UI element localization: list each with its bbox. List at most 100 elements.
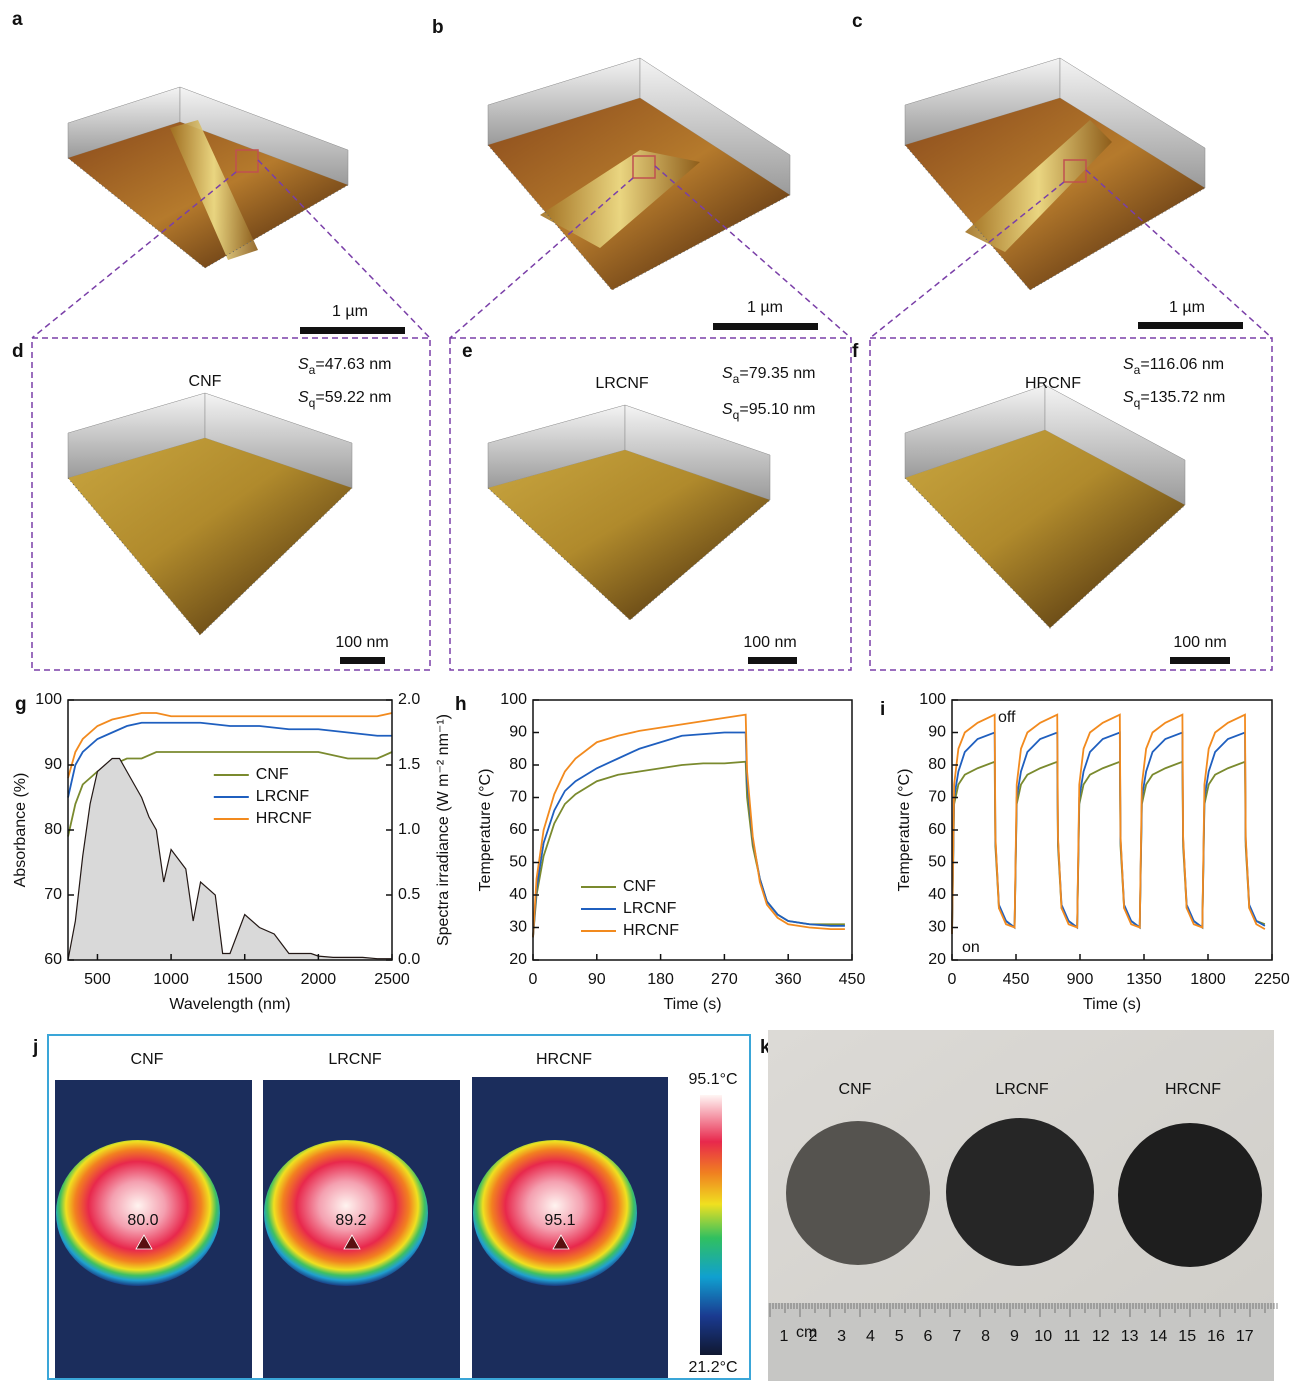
y-tick-label: 100	[500, 691, 527, 708]
plot-frame	[533, 700, 852, 960]
scale-bar	[1138, 322, 1243, 329]
x-tick-label: 450	[1003, 971, 1030, 988]
area	[68, 759, 392, 961]
ruler-number: 12	[1092, 1328, 1110, 1345]
line	[533, 762, 845, 938]
sample-disc	[1118, 1123, 1262, 1267]
panel-letter: e	[462, 341, 473, 362]
legend-label: LRCNF	[623, 900, 677, 917]
scale-label: 1 µm	[747, 299, 783, 316]
roughness-symbol: S	[298, 389, 309, 406]
ruler-number: 4	[866, 1328, 875, 1345]
roughness-subscript: q	[1134, 396, 1141, 410]
x-tick-label: 1350	[1126, 971, 1162, 988]
roughness: Sa=79.35 nm	[722, 365, 815, 386]
y-axis-label: Absorbance (%)	[12, 773, 29, 888]
scale-bar	[300, 327, 405, 334]
roughness-value: =79.35 nm	[739, 365, 815, 382]
legend-label: CNF	[623, 878, 656, 895]
y-tick-label: 80	[928, 756, 946, 773]
scale-bar	[748, 657, 797, 664]
panel-letter: b	[432, 17, 444, 38]
y2-tick-label: 1.0	[398, 821, 420, 838]
photo-label: CNF	[839, 1081, 872, 1098]
roughness-symbol: S	[298, 356, 309, 373]
scale-label: 1 µm	[1169, 299, 1205, 316]
y-tick-label: 60	[928, 821, 946, 838]
y-tick-label: 80	[44, 821, 62, 838]
ruler-number: 6	[924, 1328, 933, 1345]
ruler-number: 11	[1064, 1328, 1081, 1345]
sample-disc	[946, 1118, 1094, 1266]
x-tick-label: 0	[529, 971, 538, 988]
roughness-value: =59.22 nm	[315, 389, 391, 406]
ruler-number: 1	[780, 1328, 789, 1345]
x-tick-label: 1000	[153, 971, 189, 988]
y2-tick-label: 2.0	[398, 691, 420, 708]
roughness-value: =116.06 nm	[1140, 356, 1224, 373]
y-tick-label: 100	[35, 691, 62, 708]
y-tick-label: 90	[928, 724, 946, 741]
thermal-temp: 80.0	[127, 1212, 158, 1229]
figure: abcdefghijk1 µm1 µm1 µm100 nm100 nm100 n…	[0, 0, 1299, 1381]
ruler-number: 5	[895, 1328, 904, 1345]
y-tick-label: 40	[928, 886, 946, 903]
panel-letter: h	[455, 694, 467, 715]
x-tick-label: 90	[588, 971, 606, 988]
line	[533, 733, 845, 938]
ruler-number: 15	[1178, 1328, 1196, 1345]
roughness-value: =47.63 nm	[315, 356, 391, 373]
legend-label: HRCNF	[623, 922, 679, 939]
x-tick-label: 180	[647, 971, 674, 988]
legend-label: HRCNF	[256, 810, 312, 827]
y-tick-label: 90	[509, 724, 527, 741]
annotation: off	[998, 709, 1016, 726]
scale-label: 100 nm	[1173, 634, 1226, 651]
x-tick-label: 500	[84, 971, 111, 988]
panel-letter: d	[12, 341, 24, 362]
y2-tick-label: 0.0	[398, 951, 420, 968]
x-tick-label: 2000	[301, 971, 337, 988]
panel-letter: c	[852, 11, 863, 32]
scale-bar	[1170, 657, 1230, 664]
panel-letter: i	[880, 699, 885, 720]
scale-label: 1 µm	[332, 303, 368, 320]
photo-label: HRCNF	[1165, 1081, 1221, 1098]
y-axis-label: Temperature (°C)	[477, 769, 494, 892]
y-axis-label: Temperature (°C)	[896, 769, 913, 892]
line	[952, 715, 1265, 934]
y-tick-label: 30	[928, 919, 946, 936]
sample-name: LRCNF	[595, 375, 649, 392]
panel-letter: g	[15, 694, 27, 715]
y-tick-label: 20	[928, 951, 946, 968]
y-tick-label: 60	[509, 821, 527, 838]
roughness-symbol: S	[722, 401, 733, 418]
legend-label: CNF	[256, 766, 289, 783]
thermal-label: CNF	[131, 1051, 164, 1068]
color-bar-max: 95.1°C	[688, 1071, 737, 1088]
ruler-number: 17	[1236, 1328, 1254, 1345]
scale-label: 100 nm	[743, 634, 796, 651]
annotation: on	[962, 939, 980, 956]
ruler-number: 3	[837, 1328, 846, 1345]
roughness-subscript: q	[733, 408, 740, 422]
scale-bar	[340, 657, 385, 664]
y2-tick-label: 0.5	[398, 886, 420, 903]
x-tick-label: 360	[775, 971, 802, 988]
ruler-number: 8	[981, 1328, 990, 1345]
thermal-label: HRCNF	[536, 1051, 592, 1068]
thermal-temp: 89.2	[335, 1212, 366, 1229]
roughness-value: =135.72 nm	[1140, 389, 1225, 406]
y-tick-label: 20	[509, 951, 527, 968]
thermal-temp: 95.1	[544, 1212, 575, 1229]
roughness-value: =95.10 nm	[739, 401, 815, 418]
y-tick-label: 80	[509, 756, 527, 773]
y-tick-label: 30	[509, 919, 527, 936]
x-axis-label: Time (s)	[1083, 996, 1141, 1013]
y-tick-label: 40	[509, 886, 527, 903]
roughness-symbol: S	[1123, 389, 1134, 406]
x-tick-label: 2500	[374, 971, 410, 988]
y-tick-label: 100	[919, 691, 946, 708]
ruler-number: 9	[1010, 1328, 1019, 1345]
x-tick-label: 1500	[227, 971, 263, 988]
